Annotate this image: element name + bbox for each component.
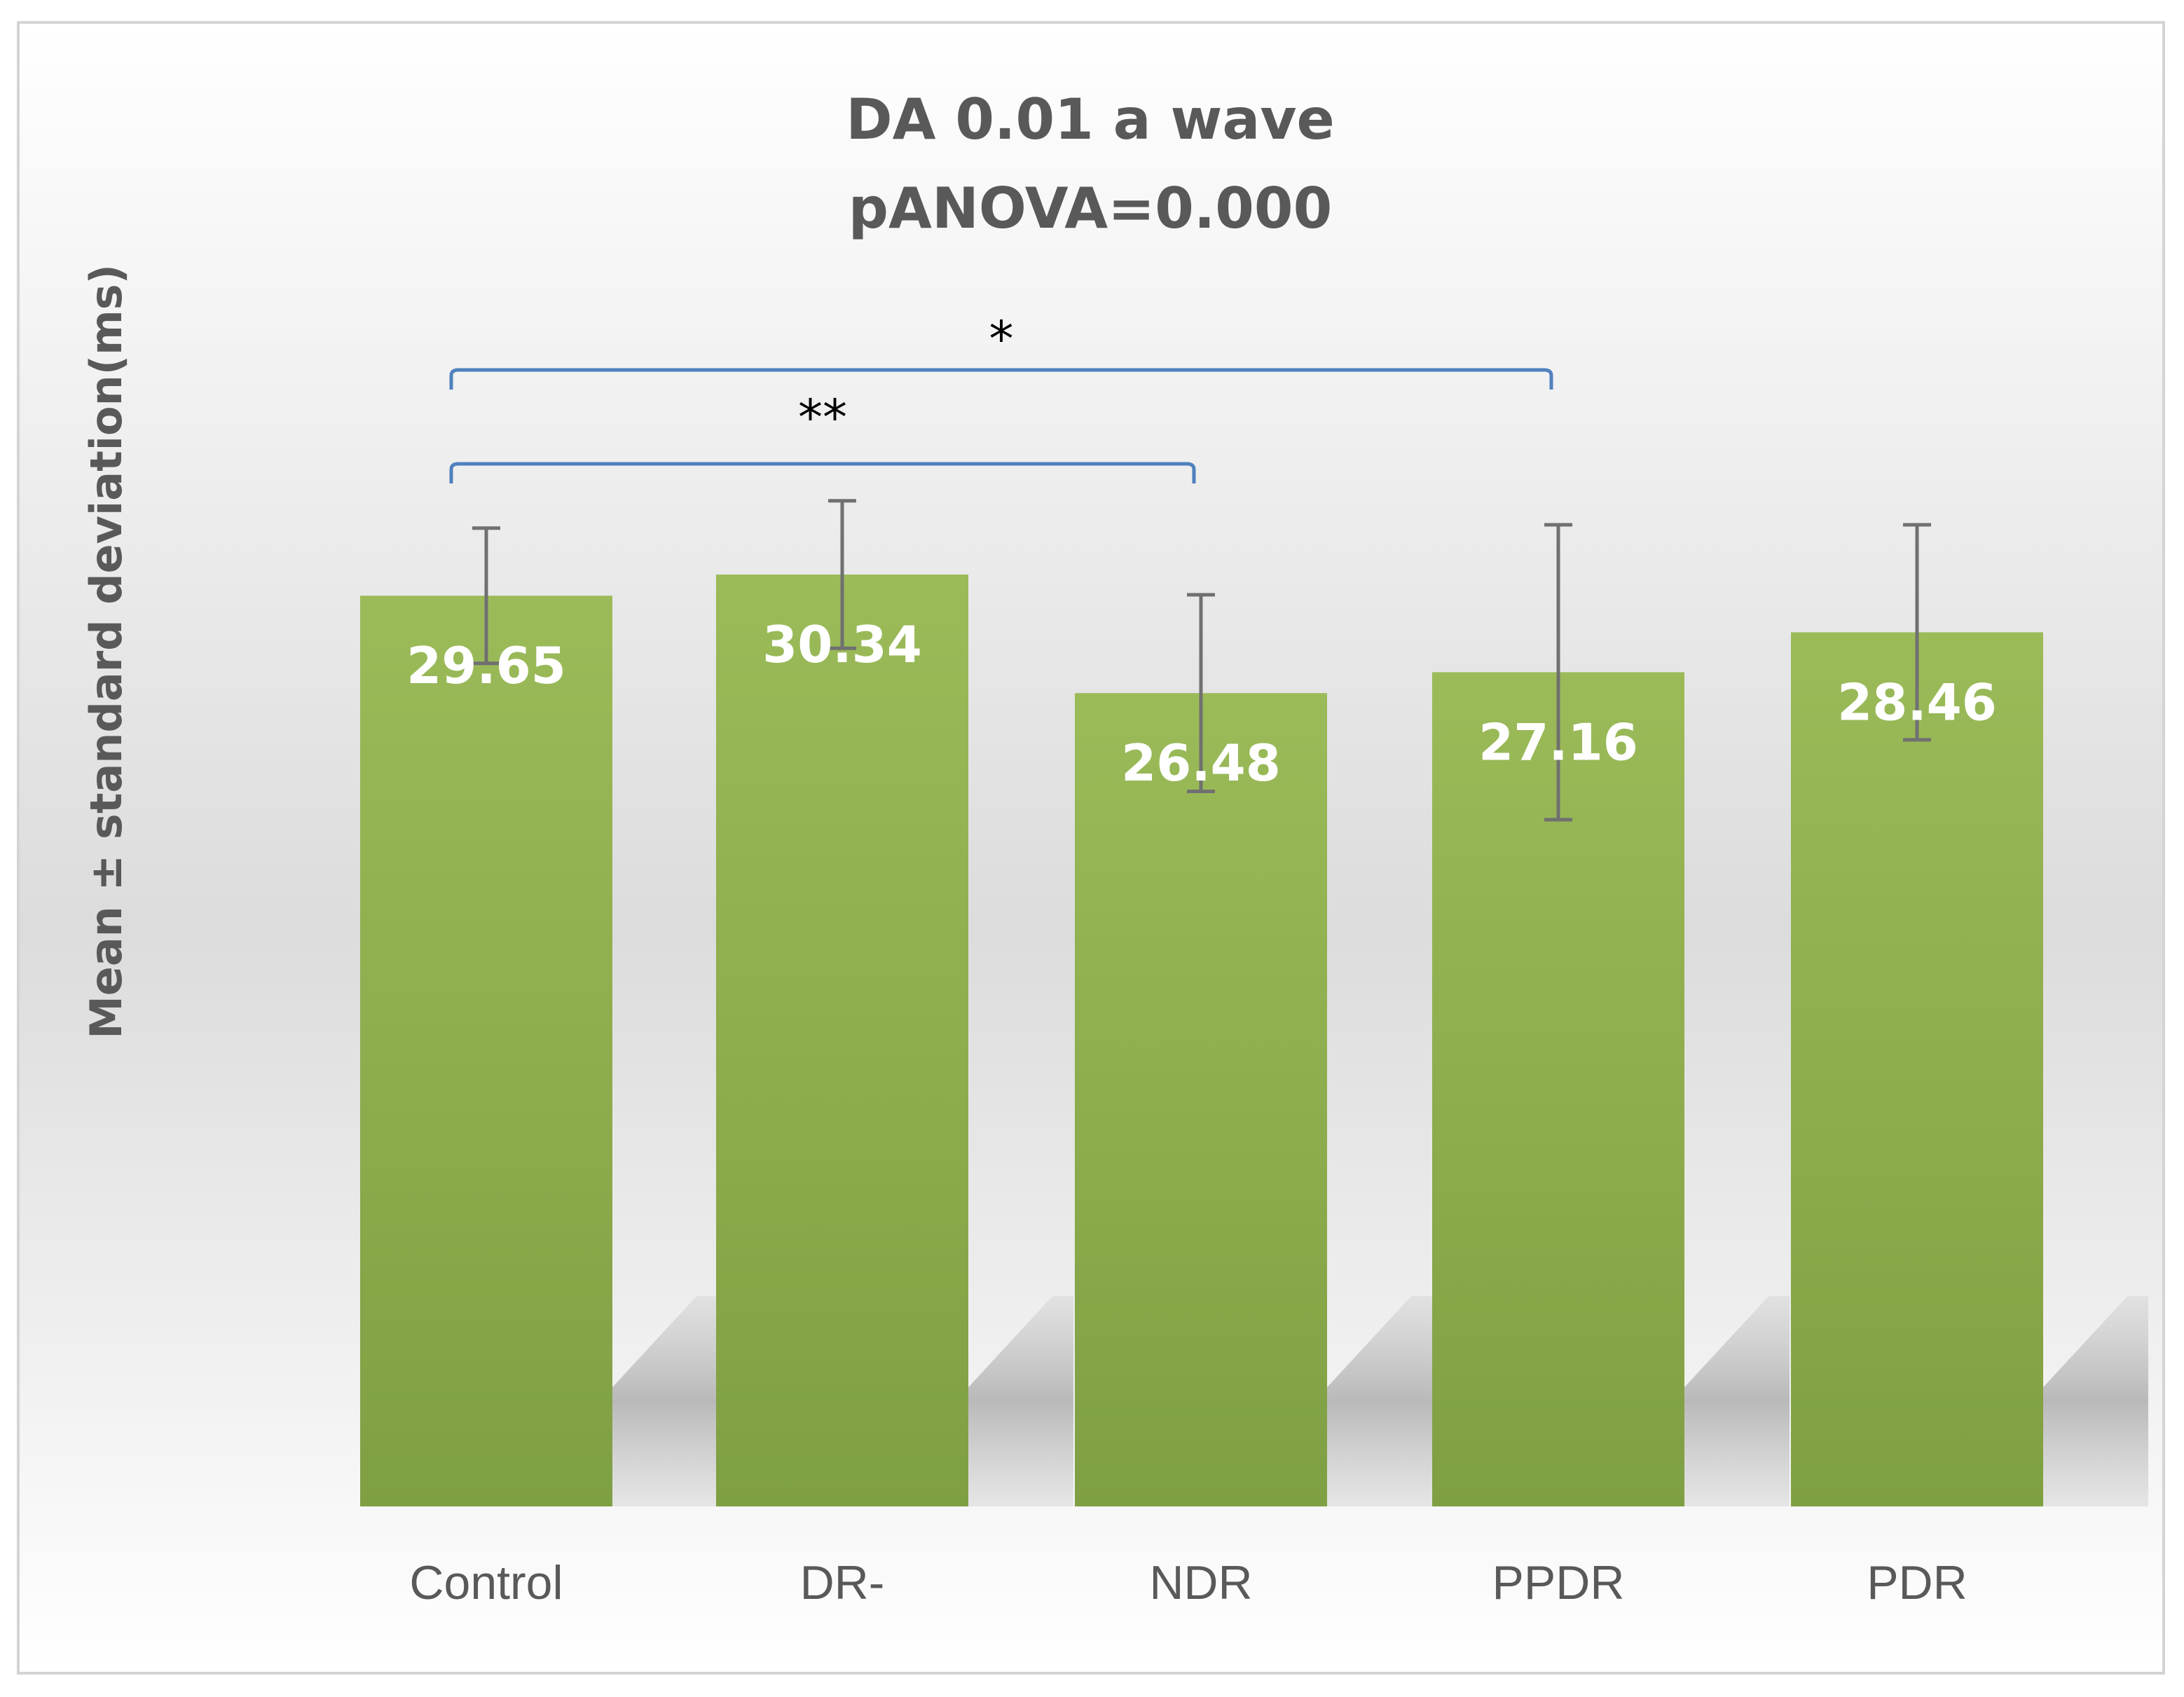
x-tick-ppdr: PPDR xyxy=(1492,1556,1625,1609)
error-bar-control xyxy=(472,526,500,666)
data-label-pdr: 28.46 xyxy=(1837,673,1997,731)
x-tick-labels: Control DR- NDR PPDR PDR xyxy=(409,1556,1967,1609)
x-tick-control: Control xyxy=(409,1556,563,1609)
bar-shadow-pdr xyxy=(2043,1296,2148,1506)
error-bar-ndr xyxy=(1187,593,1215,793)
bar-dr xyxy=(716,575,968,1506)
x-tick-pdr: PDR xyxy=(1867,1556,1967,1609)
significance-label-control-ppdr: * xyxy=(989,310,1014,368)
x-tick-dr: DR- xyxy=(800,1556,885,1609)
chart-title-line-2: pANOVA=0.000 xyxy=(849,176,1332,241)
significance-bracket-control-ppdr xyxy=(449,368,1553,390)
error-bar-ppdr xyxy=(1544,523,1572,822)
bar-shadow-ndr xyxy=(1327,1296,1432,1506)
bar-shadow-control xyxy=(612,1296,717,1506)
error-bar-pdr xyxy=(1903,523,1931,742)
y-axis-label: Mean ± standard deviation(ms) xyxy=(81,264,132,1039)
data-labels: 29.65 30.34 26.48 27.16 28.46 xyxy=(406,615,1997,792)
bar-ndr xyxy=(1075,693,1327,1506)
bar-shadows xyxy=(612,1296,2148,1506)
error-bars xyxy=(472,499,1931,822)
error-bar-dr xyxy=(828,499,856,650)
data-label-control: 29.65 xyxy=(406,636,566,695)
data-label-ppdr: 27.16 xyxy=(1478,713,1638,771)
data-label-dr: 30.34 xyxy=(762,615,922,674)
bar-control xyxy=(360,596,612,1506)
significance-brackets: *** xyxy=(449,310,1553,483)
significance-bracket-control-ndr xyxy=(449,462,1196,483)
bar-shadow-ppdr xyxy=(1684,1296,1790,1506)
bars xyxy=(360,575,2043,1507)
significance-label-control-ndr: ** xyxy=(798,389,847,446)
chart-title-line-1: DA 0.01 a wave xyxy=(846,87,1335,152)
x-tick-ndr: NDR xyxy=(1149,1556,1252,1609)
bar-pdr xyxy=(1791,632,2043,1507)
data-label-ndr: 26.48 xyxy=(1121,734,1281,792)
bar-shadow-dr xyxy=(968,1296,1073,1506)
